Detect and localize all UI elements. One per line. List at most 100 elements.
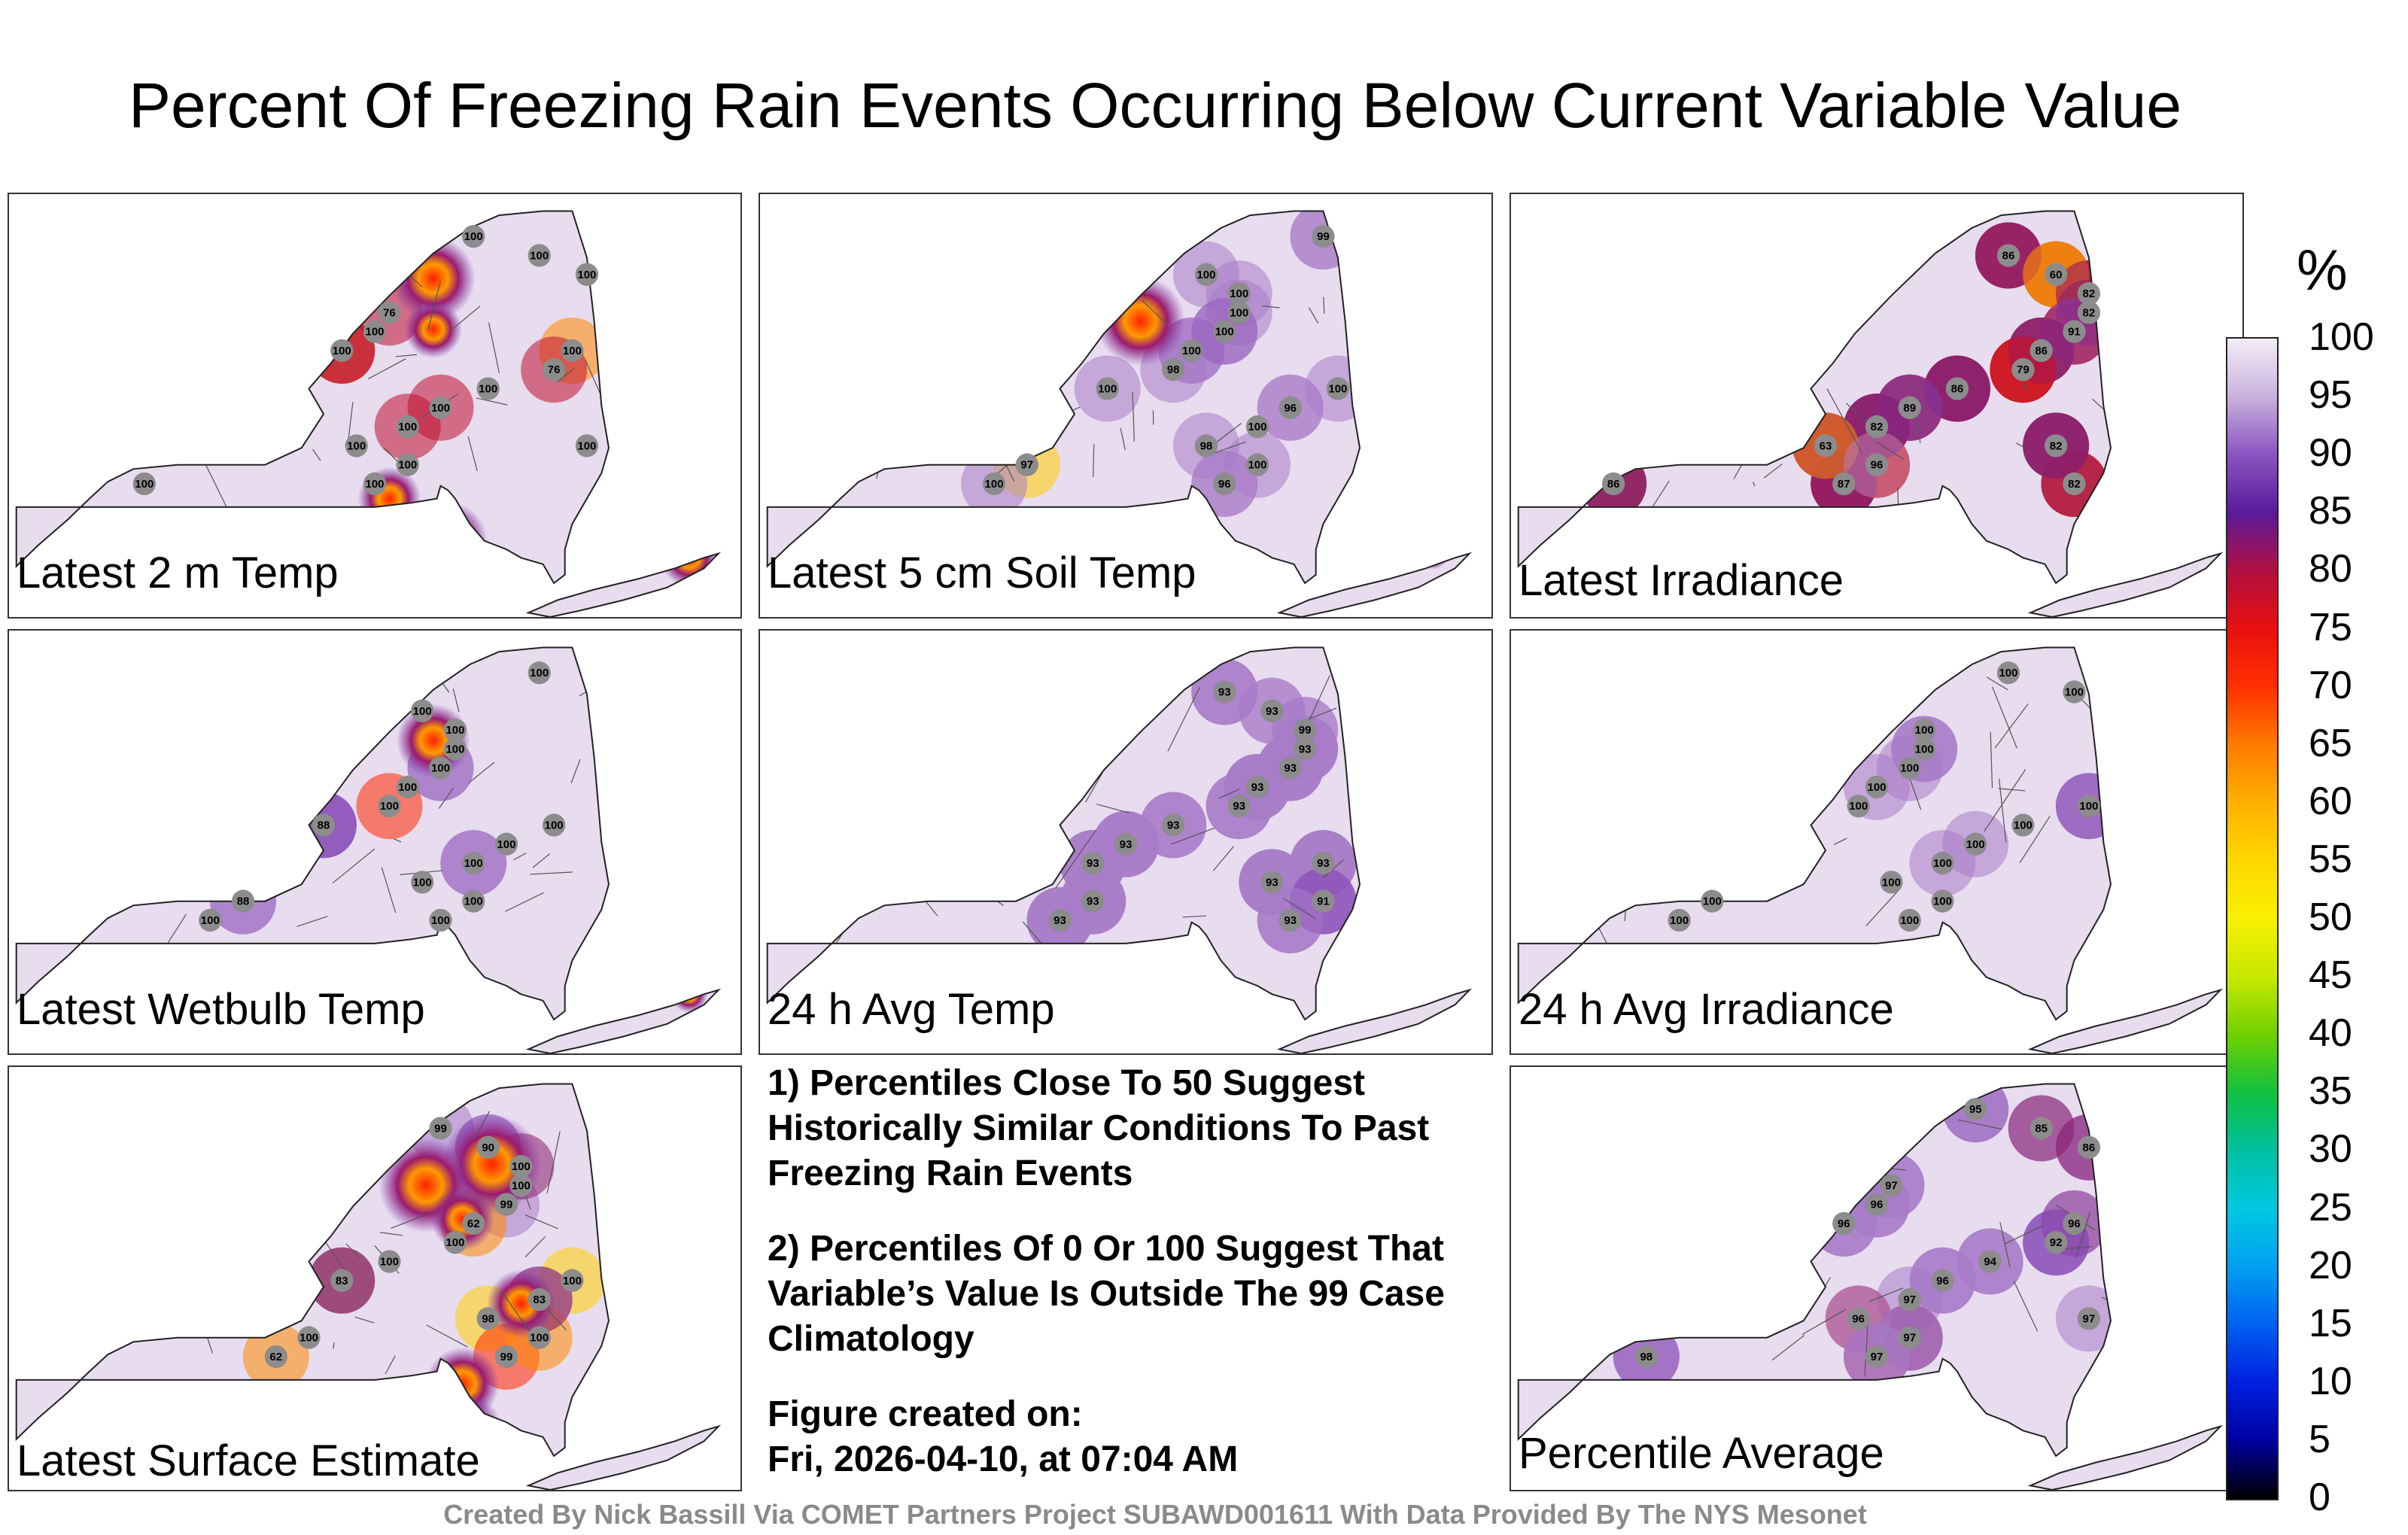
station-marker: 83 bbox=[330, 1269, 354, 1292]
station-value: 100 bbox=[577, 439, 596, 452]
colorbar-tick: 15 bbox=[2309, 1301, 2352, 1345]
county-line bbox=[385, 1355, 396, 1375]
station-marker: 93 bbox=[1227, 795, 1251, 818]
county-line bbox=[1994, 704, 2029, 749]
station-dot bbox=[363, 472, 386, 495]
station-marker: 100 bbox=[330, 339, 354, 362]
station-dot bbox=[1114, 832, 1137, 856]
station-marker: 93 bbox=[1114, 832, 1137, 856]
county-line bbox=[263, 384, 285, 433]
station-value: 100 bbox=[530, 667, 549, 679]
station-value: 91 bbox=[1317, 895, 1330, 908]
county-line bbox=[767, 372, 789, 385]
station-value: 100 bbox=[201, 914, 220, 927]
county-line bbox=[1212, 846, 1234, 871]
station-marker: 93 bbox=[1312, 852, 1335, 875]
station-value: 100 bbox=[985, 478, 1004, 491]
station-dot bbox=[1048, 908, 1072, 932]
county-line bbox=[324, 245, 361, 248]
county-line bbox=[767, 759, 801, 811]
county-line bbox=[2075, 1211, 2090, 1259]
station-value: 93 bbox=[1087, 895, 1099, 908]
station-marker: 99 bbox=[494, 1345, 518, 1368]
county-line bbox=[1653, 369, 1687, 400]
station-dot bbox=[1847, 795, 1870, 818]
station-marker: 100 bbox=[561, 339, 584, 362]
station-value: 93 bbox=[1167, 819, 1180, 832]
station-value: 100 bbox=[333, 345, 351, 357]
hot-spot bbox=[1417, 537, 1449, 570]
created-label: Figure created on: bbox=[768, 1394, 1083, 1434]
county-line bbox=[438, 787, 454, 809]
station-value: 100 bbox=[1098, 383, 1117, 396]
station-dot bbox=[1260, 871, 1284, 894]
station-marker: 100 bbox=[1213, 320, 1236, 343]
station-marker: 82 bbox=[2045, 434, 2068, 457]
station-dot bbox=[462, 889, 485, 913]
county-line bbox=[1909, 778, 1922, 810]
map-latest-wetbulb-temp: 1001001001001007010010010088100100100100… bbox=[15, 646, 722, 1053]
station-marker: 93 bbox=[1260, 699, 1284, 722]
colorbar-tick: 10 bbox=[2309, 1359, 2352, 1403]
station-marker: 98 bbox=[1162, 358, 1185, 381]
station-dot bbox=[476, 1307, 500, 1330]
county-line bbox=[1111, 689, 1122, 734]
county-line bbox=[1038, 335, 1052, 384]
county-line bbox=[193, 1295, 235, 1306]
county-line bbox=[1132, 392, 1135, 442]
station-dot bbox=[2077, 282, 2100, 305]
station-value: 96 bbox=[1871, 459, 1884, 472]
county-line bbox=[281, 373, 291, 407]
station-value: 82 bbox=[2083, 287, 2096, 300]
colorbar-tick: 80 bbox=[2309, 547, 2352, 591]
station-value: 99 bbox=[1317, 230, 1330, 243]
station-dot bbox=[429, 1117, 452, 1140]
state-outline bbox=[766, 210, 1361, 585]
station-marker: 62 bbox=[264, 1345, 287, 1368]
station-value: 100 bbox=[445, 743, 464, 755]
county-line bbox=[71, 1172, 111, 1191]
station-dot bbox=[2077, 301, 2100, 324]
station-value: 63 bbox=[1820, 439, 1832, 452]
figure-created: Figure created on: Fri, 2026-04-10, at 0… bbox=[768, 1392, 1482, 1482]
station-marker: 100 bbox=[2011, 813, 2035, 837]
station-dot bbox=[1194, 263, 1218, 286]
county-line bbox=[1550, 1141, 1591, 1152]
station-marker: 100 bbox=[1194, 263, 1218, 286]
station-marker: 93 bbox=[1048, 908, 1072, 932]
station-value: 100 bbox=[464, 230, 483, 243]
station-marker: 99 bbox=[494, 1193, 518, 1216]
station-marker: 96 bbox=[1832, 1211, 1856, 1235]
station-value: 100 bbox=[1248, 459, 1266, 472]
station-dot bbox=[1964, 832, 1987, 856]
station-value: 98 bbox=[1640, 1351, 1652, 1363]
county-line bbox=[1752, 482, 1756, 487]
map-fill bbox=[1518, 1084, 2221, 1490]
station-dot bbox=[528, 661, 551, 685]
station-dot bbox=[1162, 358, 1185, 381]
station-marker: 100 bbox=[443, 737, 467, 761]
station-dot bbox=[443, 719, 467, 742]
station-marker: 100 bbox=[1880, 871, 1903, 894]
station-marker: 100 bbox=[396, 453, 419, 476]
station-value: 93 bbox=[1233, 800, 1245, 813]
station-dot bbox=[2045, 263, 2068, 286]
station-value: 62 bbox=[467, 1217, 480, 1230]
station-marker: 93 bbox=[1213, 680, 1236, 704]
colorbar-tick: 95 bbox=[2309, 373, 2352, 418]
county-line bbox=[853, 425, 874, 448]
station-marker: 96 bbox=[1865, 453, 1888, 476]
county-line bbox=[917, 703, 942, 756]
state-outline bbox=[1517, 646, 2112, 1021]
county-line bbox=[918, 254, 943, 263]
county-line bbox=[1865, 888, 1901, 926]
county-line bbox=[426, 1324, 468, 1348]
station-marker: 93 bbox=[1245, 775, 1269, 798]
county-line bbox=[467, 436, 478, 472]
state-outline bbox=[1517, 1083, 2112, 1457]
station-marker: 100 bbox=[1913, 737, 1936, 761]
county-line bbox=[570, 758, 581, 784]
county-line bbox=[532, 853, 550, 868]
station-marker: 100 bbox=[443, 719, 467, 742]
colorbar bbox=[2226, 337, 2279, 1500]
